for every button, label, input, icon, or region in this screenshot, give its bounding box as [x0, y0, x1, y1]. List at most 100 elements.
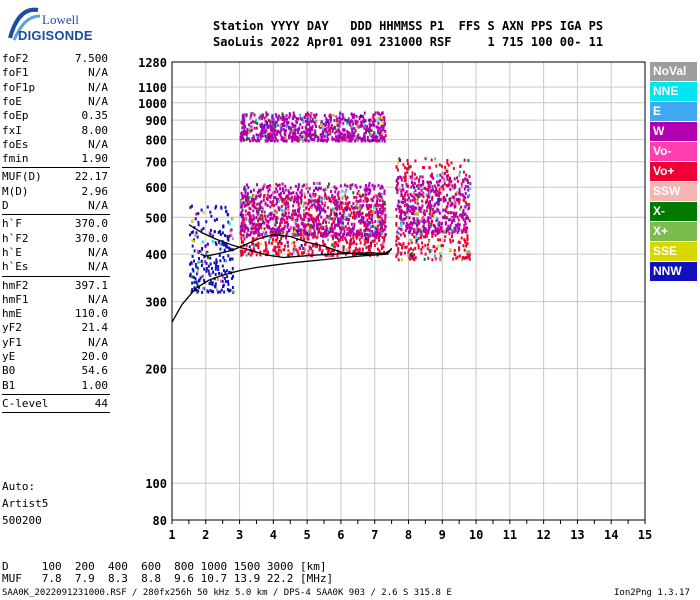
echo-dot [277, 230, 280, 234]
echo-dot [350, 242, 353, 246]
echo-dot [383, 122, 386, 126]
echo-dot [405, 211, 408, 215]
echo-dot [469, 186, 472, 190]
header-line-1: Station YYYY DAY DDD HHMMSS P1 FFS S AXN… [213, 19, 604, 33]
echo-dot [374, 230, 377, 234]
echo-dot [419, 219, 422, 223]
echo-dot [356, 192, 359, 196]
echo-dot [403, 175, 406, 179]
echo-dot [355, 196, 358, 200]
echo-dot [216, 288, 219, 292]
echo-dot [345, 248, 348, 252]
echo-dot [397, 226, 400, 230]
x-tick-label: 14 [604, 528, 618, 542]
echo-dot [398, 158, 401, 162]
echo-dot [423, 218, 426, 222]
echo-dot [305, 126, 308, 130]
echo-dot [461, 213, 464, 217]
echo-dot [303, 217, 306, 221]
echo-dot [259, 205, 262, 209]
echo-dot [253, 113, 256, 117]
echo-dot [371, 229, 374, 233]
echo-dot [287, 121, 290, 125]
echo-dot [353, 232, 356, 236]
echo-dot [418, 232, 421, 236]
echo-dot [402, 163, 405, 167]
echo-dot [298, 210, 301, 214]
echo-dot [260, 223, 263, 227]
echo-dot [405, 224, 408, 228]
echo-dot [275, 115, 278, 119]
echo-dot [348, 246, 351, 250]
echo-dot [310, 120, 313, 124]
echo-dot [329, 251, 332, 255]
param-row: B0 54.6 [2, 364, 108, 378]
echo-dot [380, 223, 383, 227]
echo-dot [434, 202, 437, 206]
echo-dot [246, 200, 249, 204]
echo-dot [317, 214, 320, 218]
echo-dot [249, 139, 252, 143]
echo-dot [466, 250, 469, 254]
echo-dot [373, 124, 376, 128]
param-row: yF1 N/A [2, 336, 108, 350]
echo-dot [415, 176, 418, 180]
echo-dot [337, 243, 340, 247]
echo-dot [429, 209, 432, 213]
echo-dot [274, 240, 277, 244]
echo-dot [395, 186, 398, 190]
param-label: MUF(D) [2, 170, 42, 184]
echo-dot [441, 244, 444, 248]
echo-dot [430, 204, 433, 208]
echo-dot [422, 224, 425, 228]
echo-dot [456, 215, 459, 219]
echo-dot [242, 113, 245, 117]
echo-dot [284, 129, 287, 133]
echo-dot [296, 139, 299, 143]
echo-dot [320, 120, 323, 124]
echo-dot [309, 200, 312, 204]
echo-dot [285, 120, 288, 124]
echo-dot [339, 235, 342, 239]
echo-dot [356, 248, 359, 252]
echo-dot [411, 174, 414, 178]
echo-dot [375, 135, 378, 139]
echo-dot [359, 195, 362, 199]
echo-dot [341, 238, 344, 242]
echo-dot [366, 240, 369, 244]
echo-dot [284, 236, 287, 240]
echo-dot [333, 211, 336, 215]
echo-dot [199, 249, 202, 253]
echo-dot [439, 173, 442, 177]
echo-dot [423, 221, 426, 225]
echo-dot [409, 205, 412, 209]
echo-dot [320, 215, 323, 219]
echo-dot [258, 226, 261, 230]
echo-dot [403, 197, 406, 201]
echo-dot [294, 128, 297, 132]
echo-dot [411, 171, 414, 175]
echo-dot [269, 216, 272, 220]
echo-dot [270, 228, 273, 232]
echo-dot [399, 233, 402, 237]
echo-dot [403, 251, 406, 255]
echo-dot [351, 115, 354, 119]
echo-dot [426, 230, 429, 234]
echo-dot [330, 254, 333, 258]
echo-dot [405, 208, 408, 212]
echo-dot [346, 135, 349, 139]
echo-dot [449, 197, 452, 201]
echo-dot [412, 228, 415, 232]
echo-dot [191, 281, 194, 285]
echo-dot [348, 118, 351, 122]
echo-dot [397, 161, 400, 165]
echo-dot [376, 214, 379, 218]
echo-dot [369, 133, 372, 137]
echo-dot [351, 128, 354, 132]
echo-dot [291, 216, 294, 220]
echo-dot [286, 240, 289, 244]
echo-dot [217, 290, 220, 294]
echo-dot [300, 243, 303, 247]
echo-dot [265, 244, 268, 248]
echo-dot [219, 290, 222, 294]
